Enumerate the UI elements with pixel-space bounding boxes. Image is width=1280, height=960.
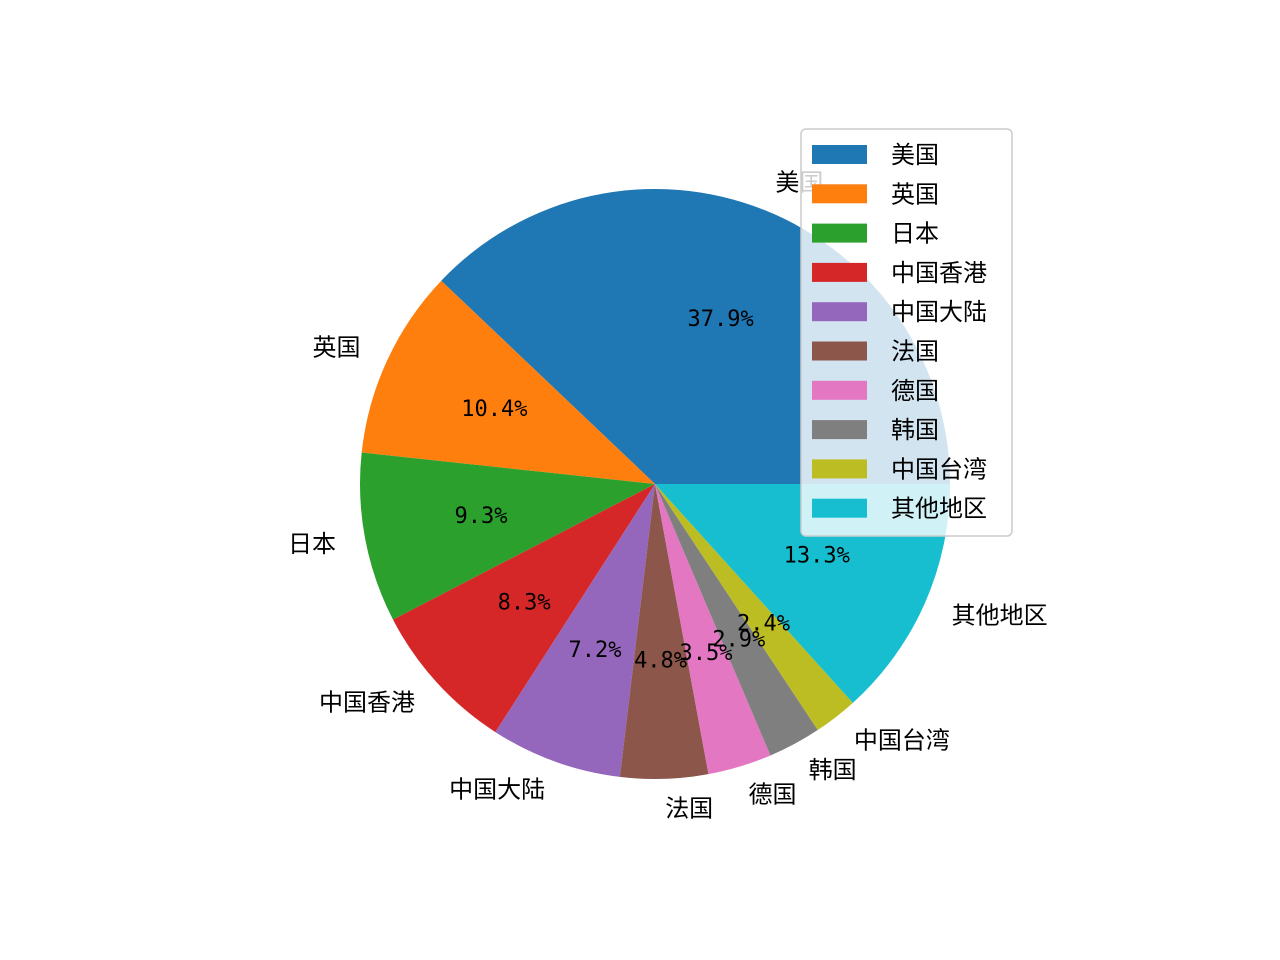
legend-entry-label: 韩国: [891, 416, 939, 444]
pie-slice: [655, 484, 853, 731]
pie-slice: [392, 484, 655, 733]
pie-slice: [619, 484, 709, 779]
legend-entry-label: 法国: [891, 338, 939, 366]
legend-swatch: [812, 459, 867, 479]
legend-swatch: [812, 223, 867, 243]
slice-percent-label: 4.8%: [634, 648, 687, 673]
slice-category-label: 英国: [313, 334, 361, 362]
legend-swatch: [812, 262, 867, 282]
slice-percent-label: 13.3%: [784, 543, 850, 568]
legend-swatch: [812, 184, 867, 204]
pie-slice: [361, 280, 655, 484]
slice-category-label: 德国: [748, 781, 796, 809]
slice-percent-label: 3.5%: [679, 641, 732, 666]
pie-slice: [655, 484, 771, 775]
slice-category-label: 中国大陆: [449, 775, 545, 803]
legend-swatch: [812, 380, 867, 400]
legend-swatch: [812, 145, 867, 164]
pie-slice: [655, 484, 950, 703]
pie-slice: [495, 484, 655, 777]
slice-percent-label: 2.4%: [737, 611, 790, 636]
legend-entry-label: 英国: [891, 180, 939, 208]
pie-slice: [360, 452, 655, 620]
labels-layer: 37.9%美国10.4%英国9.3%日本8.3%中国香港7.2%中国大陆4.8%…: [288, 169, 1048, 823]
pie-slice: [655, 484, 818, 756]
legend-entry-label: 其他地区: [891, 495, 987, 523]
legend-swatch: [812, 341, 867, 361]
legend-swatch: [812, 420, 867, 440]
legend-swatch: [812, 302, 867, 322]
legend-entry-label: 中国大陆: [891, 298, 987, 326]
slice-category-label: 中国台湾: [854, 726, 950, 754]
legend-entry-label: 美国: [891, 141, 939, 169]
slice-percent-label: 2.9%: [712, 627, 765, 652]
slice-category-label: 日本: [288, 530, 336, 558]
slice-percent-label: 37.9%: [688, 307, 754, 332]
legend-entry-label: 日本: [891, 220, 939, 248]
slice-category-label: 韩国: [809, 756, 857, 784]
slice-category-label: 法国: [665, 794, 713, 822]
legend-swatch: [812, 498, 867, 518]
slice-percent-label: 10.4%: [461, 397, 527, 422]
legend-entry-label: 德国: [891, 377, 939, 405]
legend-entry-label: 中国台湾: [891, 455, 987, 483]
slice-category-label: 中国香港: [319, 688, 415, 716]
slice-percent-label: 7.2%: [569, 638, 622, 663]
legend-entry-label: 中国香港: [891, 259, 987, 287]
slice-percent-label: 9.3%: [455, 504, 508, 529]
slice-category-label: 其他地区: [952, 602, 1048, 630]
slice-percent-label: 8.3%: [498, 591, 551, 616]
